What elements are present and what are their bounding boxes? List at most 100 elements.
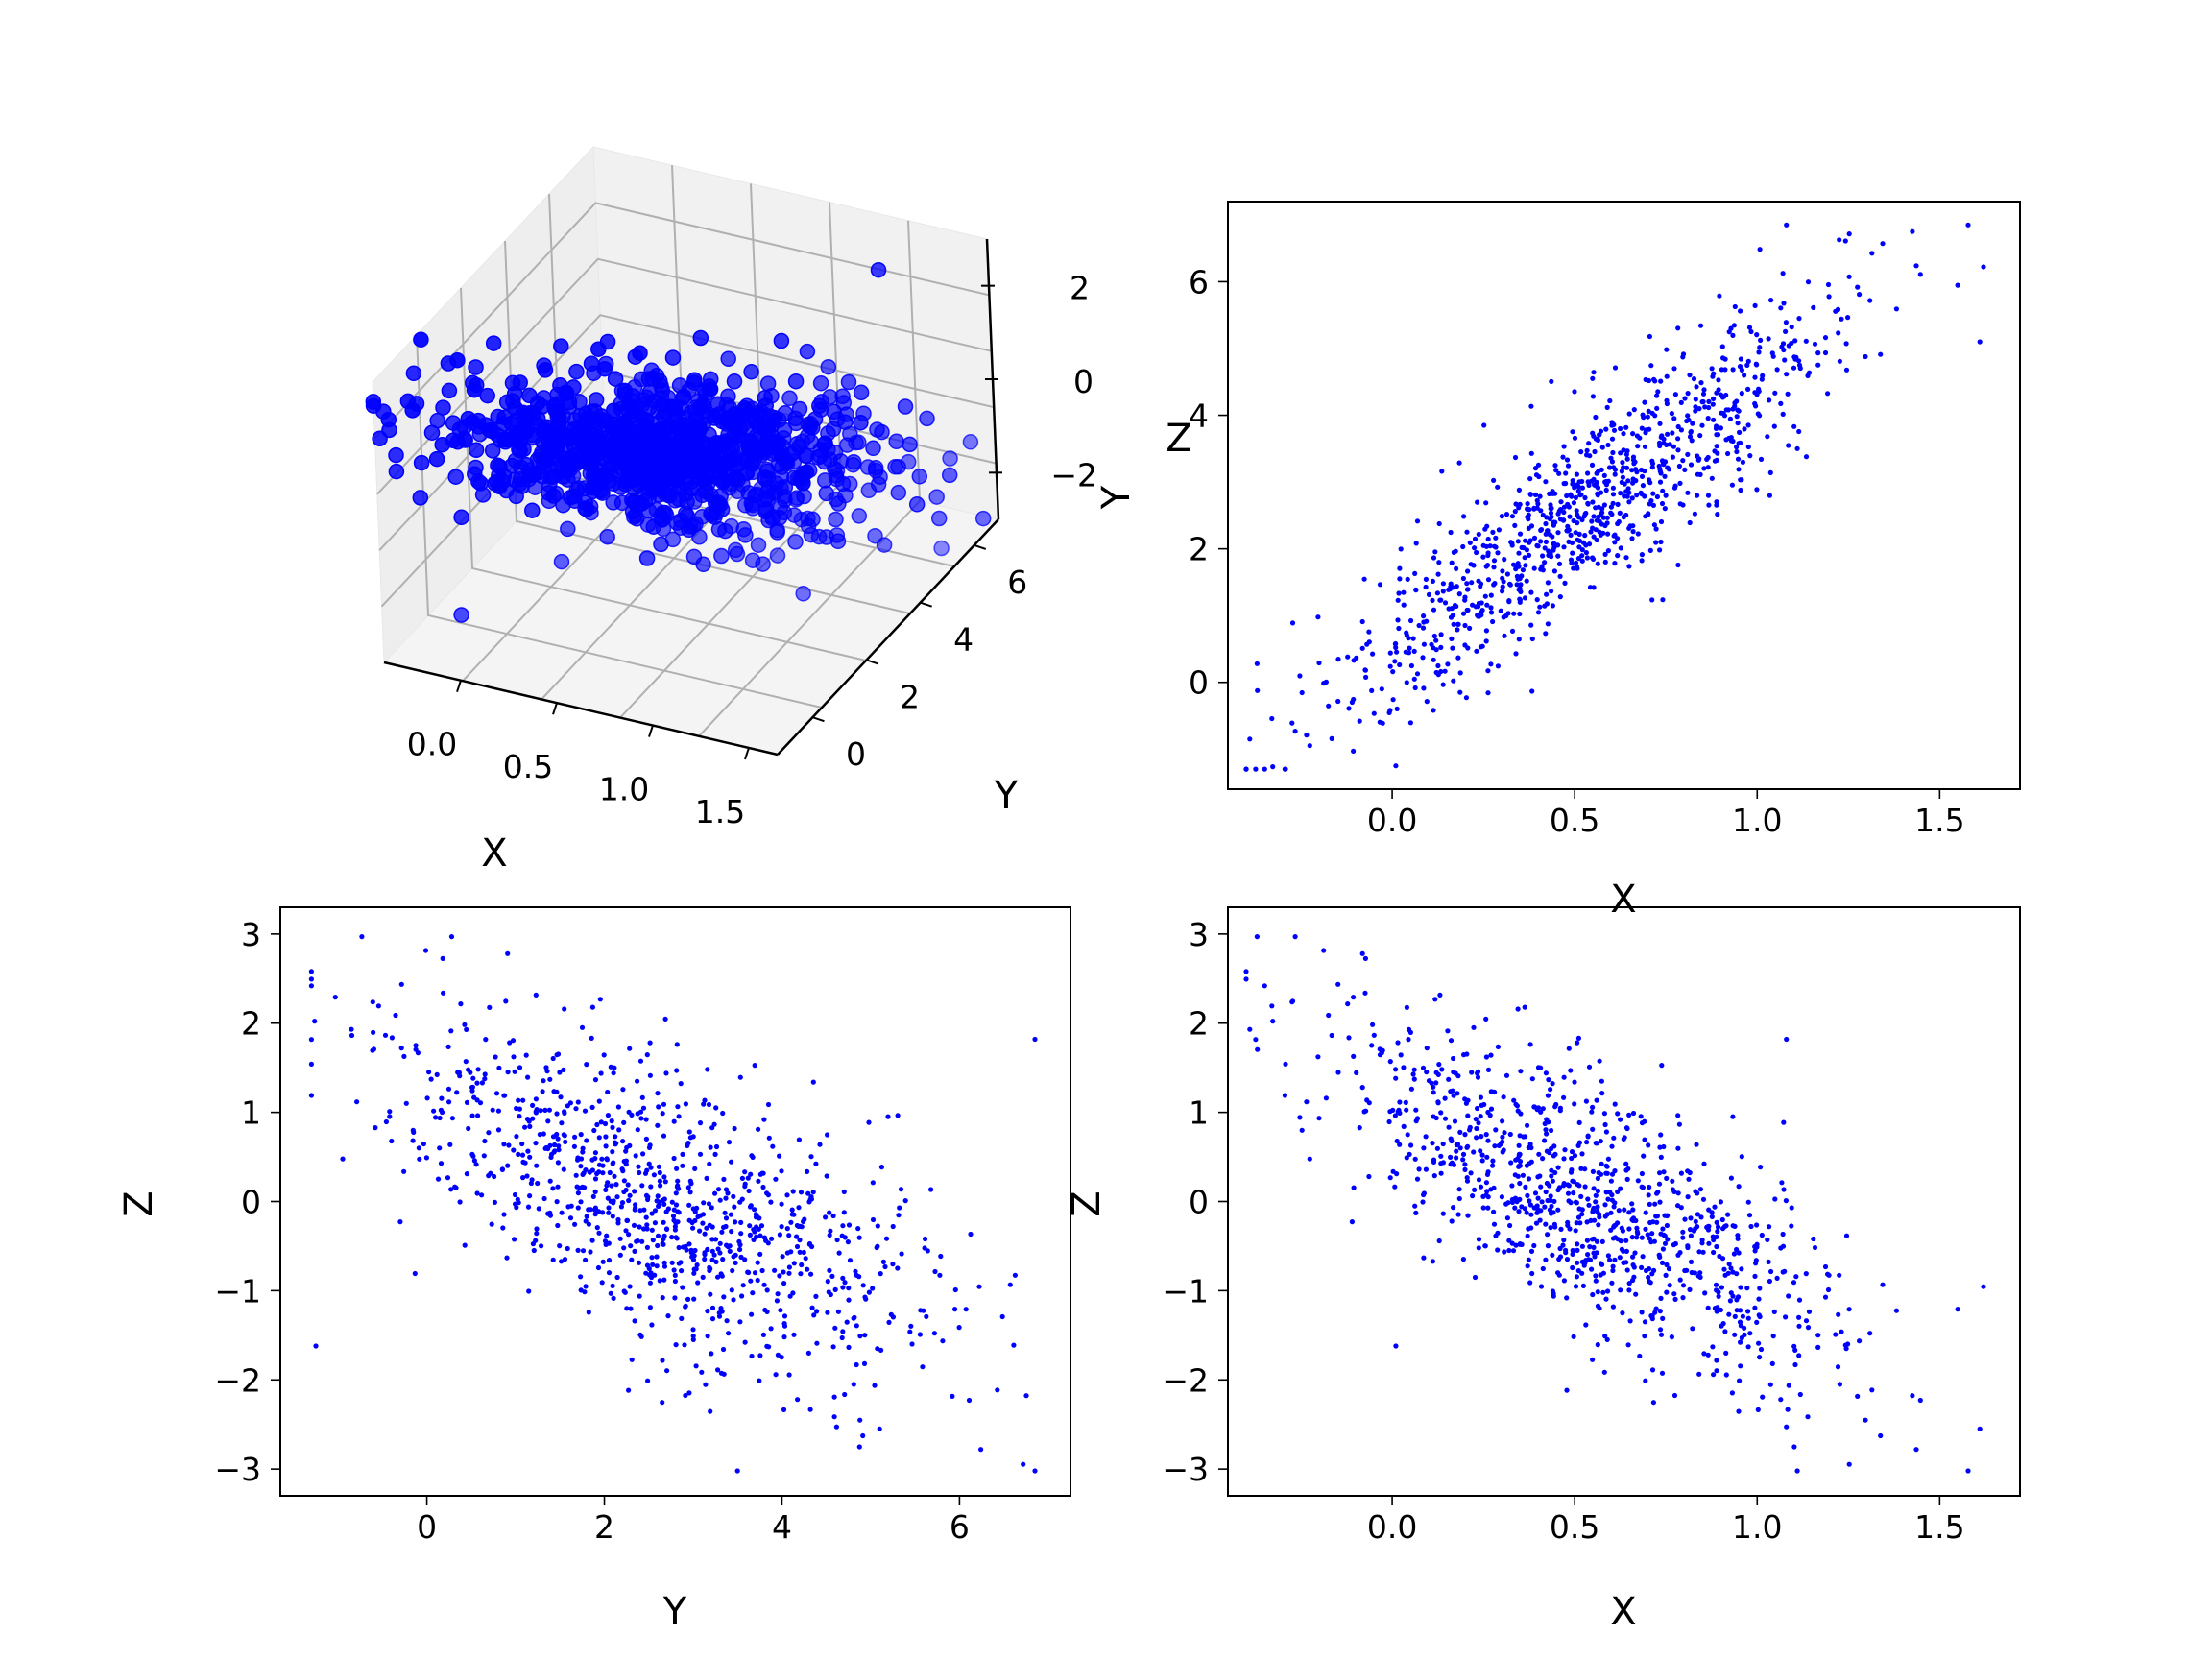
data-point <box>1560 517 1567 523</box>
data-point <box>610 1124 615 1130</box>
data-point <box>1432 549 1438 555</box>
data-point <box>1732 303 1738 310</box>
data-point <box>656 1203 661 1209</box>
data-point <box>661 1263 668 1269</box>
data-point <box>606 1258 613 1263</box>
data-point <box>691 1266 697 1272</box>
data-point <box>448 934 455 940</box>
data-point <box>1600 1289 1606 1295</box>
data-point <box>795 586 811 602</box>
data-point <box>552 1142 558 1148</box>
data-point <box>1642 444 1648 449</box>
data-point <box>1893 306 1899 312</box>
data-point <box>1690 421 1695 426</box>
data-point <box>499 1166 506 1172</box>
data-point <box>1394 1138 1400 1144</box>
data-point <box>1316 1116 1322 1121</box>
data-point <box>1484 1189 1490 1194</box>
data-point <box>1467 540 1473 545</box>
data-point <box>897 398 914 415</box>
data-point <box>578 1199 584 1205</box>
data-point <box>1685 413 1691 419</box>
data-point <box>1715 1229 1720 1235</box>
data-point <box>1722 1329 1728 1334</box>
data-point <box>664 349 682 366</box>
data-point <box>1573 1228 1578 1234</box>
data-point <box>643 1270 649 1276</box>
data-point <box>1470 1193 1476 1199</box>
data-point <box>709 1351 714 1357</box>
data-point <box>602 1120 609 1127</box>
data-point <box>1672 392 1678 397</box>
data-point <box>1867 1331 1873 1336</box>
data-point <box>1843 1346 1849 1352</box>
data-point <box>1495 1044 1501 1049</box>
data-point <box>1575 1268 1581 1274</box>
data-point <box>1351 1053 1357 1059</box>
data-point <box>1528 450 1534 456</box>
data-point <box>1404 630 1409 636</box>
data-point <box>609 1118 614 1124</box>
data-point <box>1757 1355 1763 1360</box>
data-point <box>656 1199 662 1205</box>
data-point <box>1594 1141 1599 1146</box>
data-point <box>760 1184 766 1190</box>
data-point <box>1649 597 1655 603</box>
data-point <box>1965 1468 1971 1474</box>
data-point <box>421 1141 426 1147</box>
data-point <box>1371 710 1377 716</box>
data-point <box>1493 535 1499 541</box>
data-point <box>1435 1100 1441 1106</box>
data-point <box>1581 1262 1587 1268</box>
data-point <box>1549 1127 1554 1134</box>
data-point <box>835 1309 842 1314</box>
data-point <box>644 1226 650 1232</box>
data-point <box>1464 1175 1470 1181</box>
data-point <box>1255 687 1261 693</box>
data-point <box>580 1145 586 1151</box>
data-point <box>1634 493 1640 498</box>
data-point <box>1467 625 1473 632</box>
data-point <box>1727 1298 1733 1304</box>
data-point <box>1600 515 1606 520</box>
data-point <box>827 1267 832 1273</box>
data-point <box>1253 766 1259 772</box>
data-point <box>854 1323 859 1329</box>
data-point <box>1643 514 1648 519</box>
data-point <box>1519 544 1525 551</box>
data-point <box>447 1142 453 1147</box>
data-point <box>644 425 661 443</box>
data-point <box>635 1127 640 1133</box>
data-point <box>1586 1202 1592 1208</box>
data-point <box>1706 404 1712 411</box>
data-point <box>1463 695 1469 701</box>
data-point <box>696 382 713 399</box>
data-point <box>685 1185 691 1190</box>
data-point <box>1670 1178 1675 1184</box>
data-point <box>673 1342 679 1348</box>
data-point <box>1304 733 1310 738</box>
data-point <box>1491 565 1497 570</box>
data-point <box>1738 356 1743 362</box>
data-point <box>647 1040 653 1046</box>
data-point <box>1712 1204 1718 1210</box>
data-point <box>649 1227 655 1233</box>
data-point <box>846 1344 852 1350</box>
data-point <box>831 1394 837 1400</box>
data-point <box>1431 708 1436 713</box>
data-point <box>651 1172 658 1178</box>
data-point <box>1752 390 1758 396</box>
data-point <box>1525 501 1530 507</box>
data-point <box>524 1173 530 1179</box>
data-point <box>1747 1331 1753 1336</box>
data-point <box>1720 410 1726 417</box>
data-point <box>1822 349 1829 356</box>
data-point <box>627 1192 633 1198</box>
data-point <box>1732 1223 1738 1229</box>
data-point <box>872 469 888 486</box>
data-point <box>1745 1309 1751 1314</box>
data-point <box>1412 685 1418 691</box>
data-point <box>806 1240 813 1247</box>
data-point <box>1837 1272 1842 1278</box>
data-point <box>1682 396 1688 401</box>
